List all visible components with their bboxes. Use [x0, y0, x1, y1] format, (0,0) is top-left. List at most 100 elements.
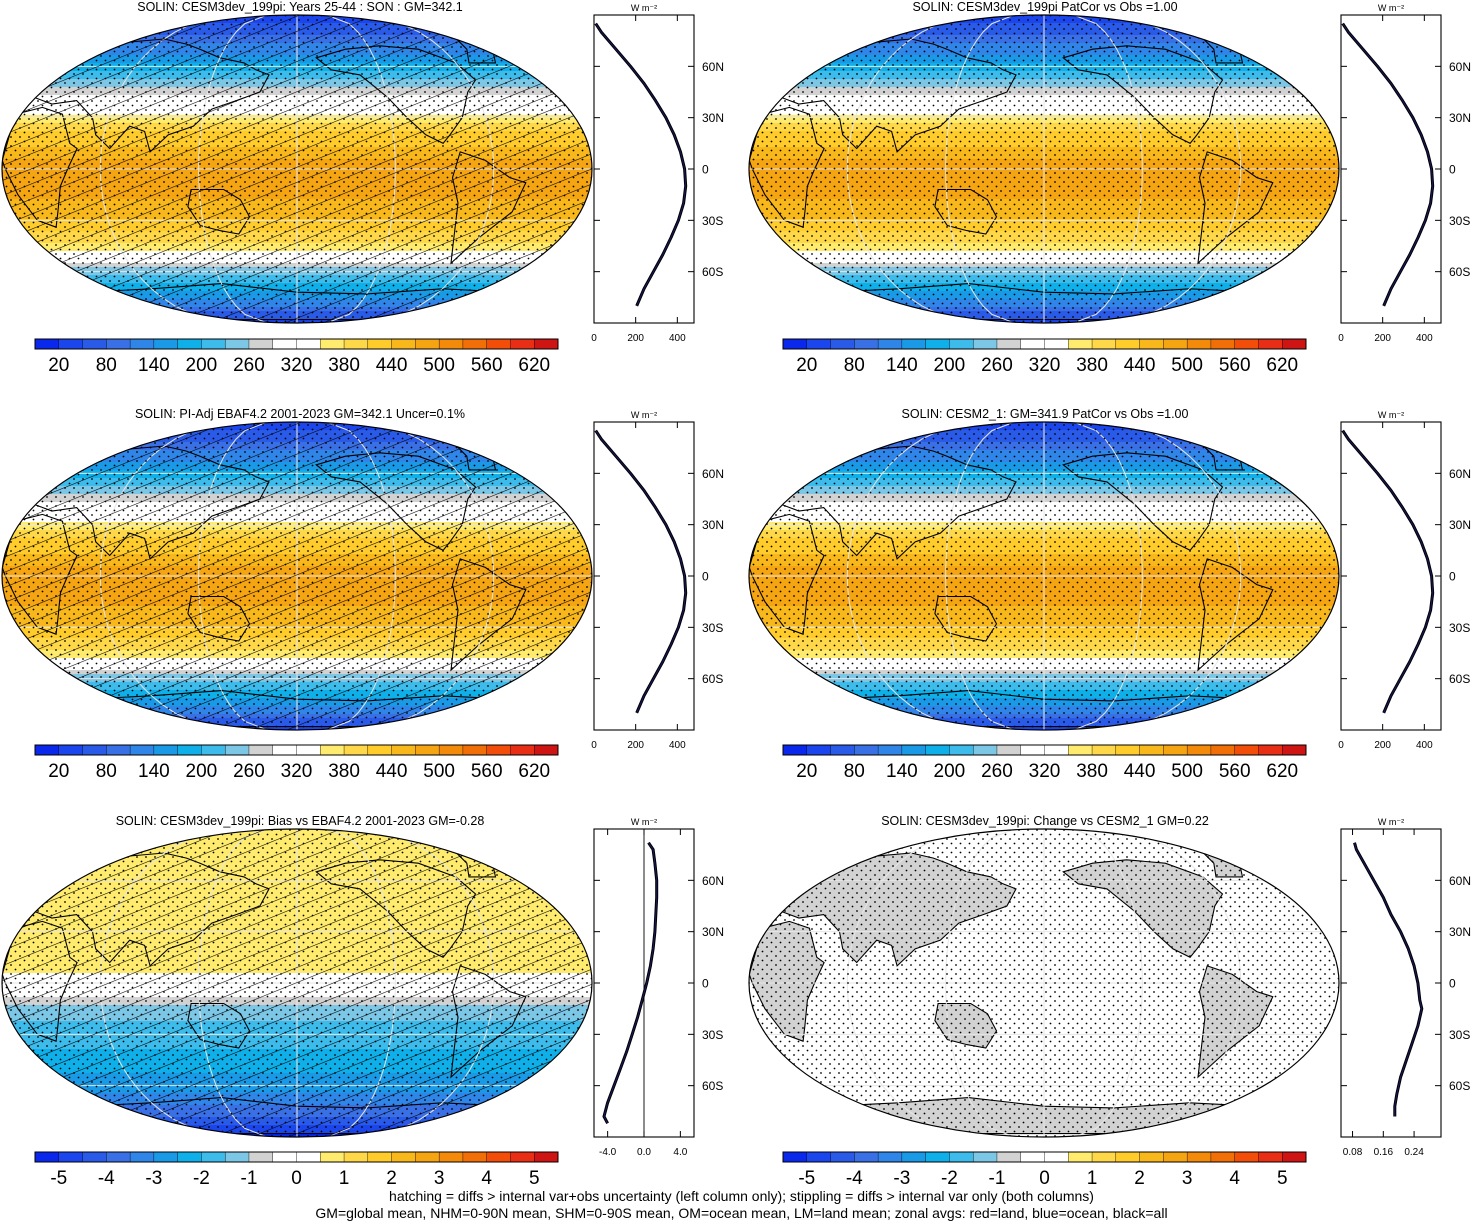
- colorbar-label: 1: [1087, 1168, 1098, 1189]
- colorbar-label: 260: [981, 355, 1013, 376]
- colorbar-swatch: [1115, 1151, 1141, 1163]
- profile-unit-label: W m⁻²: [631, 817, 657, 827]
- profile-x-tick-label: 400: [1416, 740, 1433, 751]
- lat-tick-label: 0: [1449, 163, 1456, 177]
- colorbar-label: 380: [1076, 761, 1108, 782]
- colorbar-swatch: [1186, 744, 1212, 756]
- colorbar-swatch: [224, 744, 250, 756]
- colorbar-label: -2: [941, 1168, 958, 1189]
- map-border: [748, 828, 1340, 1138]
- map-5: [2, 829, 592, 1137]
- colorbar-swatch: [367, 338, 393, 350]
- profile-x-tick-label: 200: [627, 740, 644, 751]
- colorbar-label: 260: [233, 761, 265, 782]
- colorbar-label: -5: [798, 1168, 815, 1189]
- colorbar-swatch: [782, 1151, 808, 1163]
- colorbar-swatch: [177, 1151, 202, 1163]
- colorbar-label: 320: [1029, 355, 1061, 376]
- colorbar-swatch: [438, 1151, 464, 1163]
- lat-tick-label: 60N: [702, 874, 724, 888]
- colorbar-swatch: [806, 744, 832, 756]
- colorbar-label: -3: [893, 1168, 910, 1189]
- colorbar-label: 140: [886, 355, 918, 376]
- profile-x-tick-label: 0: [591, 333, 597, 344]
- colorbar-swatch: [106, 744, 131, 756]
- colorbar-swatch: [415, 744, 440, 756]
- map-4: [749, 422, 1339, 730]
- lat-tick-label: 60S: [702, 265, 723, 279]
- colorbar-swatch: [34, 744, 60, 756]
- colorbar-swatch: [462, 1151, 488, 1163]
- colorbar-label: 0: [1039, 1168, 1050, 1189]
- colorbar-label: 140: [138, 761, 170, 782]
- colorbar-swatch: [272, 1151, 297, 1163]
- profile-frame: [1340, 828, 1442, 1138]
- colorbar-swatch: [486, 1151, 511, 1163]
- profile-line-all: [1341, 22, 1435, 307]
- colorbar-swatch: [248, 1151, 274, 1163]
- colorbar-label: 380: [328, 761, 360, 782]
- profile-line-all: [594, 22, 688, 307]
- colorbar-swatch: [901, 1151, 927, 1163]
- colorbar-label: 440: [376, 761, 408, 782]
- zonal-profile: W m⁻² 60N 30N 0 30S 60S 0 200 400: [591, 3, 724, 344]
- colorbar-swatch: [1091, 338, 1117, 350]
- colorbar-swatch: [438, 338, 464, 350]
- colorbar-swatch: [1068, 338, 1093, 350]
- panel-2: SOLIN: CESM3dev_199pi PatCor vs Obs =1.0…: [748, 0, 1471, 376]
- profile-x-tick-label: 200: [627, 333, 644, 344]
- colorbar-label: 80: [844, 761, 865, 782]
- zonal-profile: W m⁻² 60N 30N 0 30S 60S 0 200 400: [591, 410, 724, 751]
- profile-line-all: [594, 429, 688, 714]
- colorbar-swatch: [1091, 744, 1117, 756]
- panel-title: SOLIN: CESM2_1: GM=341.9 PatCor vs Obs =…: [902, 407, 1189, 421]
- colorbar-swatch: [534, 1151, 559, 1163]
- profile-x-tick-label: 0: [1338, 333, 1344, 344]
- colorbar-swatch: [1068, 1151, 1093, 1163]
- lat-tick-label: 0: [702, 977, 709, 991]
- colorbar-swatch: [58, 744, 84, 756]
- colorbar-swatch: [1020, 744, 1046, 756]
- colorbar-swatch: [1163, 1151, 1188, 1163]
- panel-1: SOLIN: CESM3dev_199pi: Years 25-44 : SON…: [1, 0, 724, 376]
- colorbar-swatch: [272, 338, 297, 350]
- colorbar-swatch: [1210, 744, 1236, 756]
- profile-unit-label: W m⁻²: [631, 410, 657, 420]
- colorbar-swatch: [1258, 744, 1283, 756]
- colorbar-label: 620: [518, 761, 550, 782]
- profile-x-tick-label: 400: [1416, 333, 1433, 344]
- colorbar-label: 320: [281, 761, 313, 782]
- colorbar-swatch: [320, 338, 345, 350]
- colorbar-swatch: [82, 744, 107, 756]
- colorbar-label: 380: [1076, 355, 1108, 376]
- map-border: [748, 421, 1340, 731]
- stippling-overlay: [749, 829, 1339, 1137]
- lat-tick-label: 30N: [1449, 925, 1471, 939]
- colorbar-swatch: [153, 744, 179, 756]
- colorbar-swatch: [34, 338, 60, 350]
- profile-line-all: [1353, 842, 1424, 1117]
- lat-tick-label: 30N: [702, 925, 724, 939]
- lat-tick-label: 60N: [702, 467, 724, 481]
- profile-x-tick-label: -4.0: [599, 1147, 617, 1158]
- colorbar-swatch: [367, 744, 393, 756]
- colorbar-swatch: [1234, 744, 1259, 756]
- colorbar-swatch: [343, 1151, 369, 1163]
- profile-x-tick-label: 0.08: [1343, 1147, 1363, 1158]
- profile-x-tick-label: 0: [591, 740, 597, 751]
- colorbar-label: 80: [96, 761, 117, 782]
- colorbar-swatch: [996, 744, 1022, 756]
- colorbar-swatch: [486, 338, 511, 350]
- profile-line-ocean: [595, 430, 687, 714]
- panel-5: SOLIN: CESM3dev_199pi: Bias vs EBAF4.2 2…: [1, 814, 724, 1189]
- colorbar-label: 4: [1229, 1168, 1240, 1189]
- colorbar-swatch: [296, 744, 321, 756]
- colorbar-label: -4: [846, 1168, 863, 1189]
- colorbar-swatch: [1186, 1151, 1212, 1163]
- profile-x-tick-label: 200: [1374, 740, 1391, 751]
- colorbar-swatch: [177, 744, 202, 756]
- colorbar-label: -5: [50, 1168, 67, 1189]
- colorbar-label: 20: [796, 761, 817, 782]
- colorbar-swatch: [1068, 744, 1093, 756]
- colorbar-swatch: [129, 1151, 155, 1163]
